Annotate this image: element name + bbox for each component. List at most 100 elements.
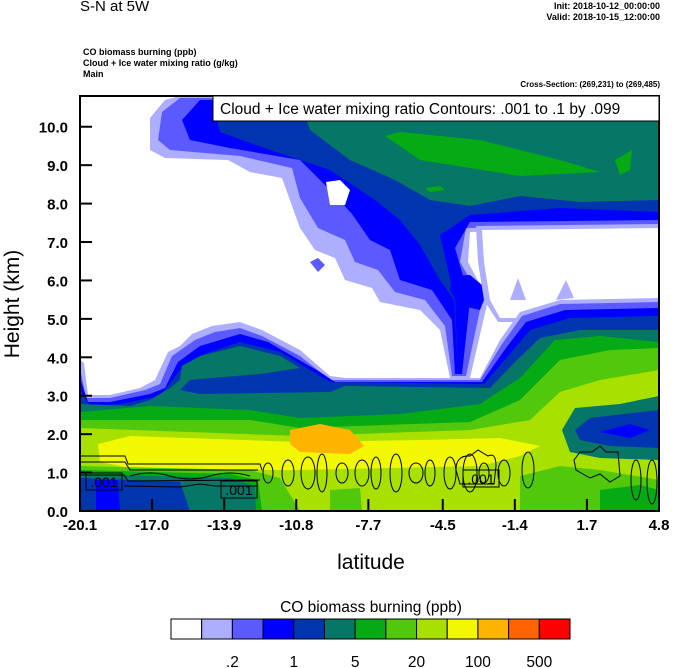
contour-fill-level-3 xyxy=(450,275,488,310)
field-label-co: CO biomass burning (ppb) xyxy=(83,47,197,57)
x-tick-label: -20.1 xyxy=(63,517,97,534)
cloud-contour-line xyxy=(80,455,263,471)
colorbar-swatch xyxy=(170,618,203,640)
colorbar-swatch xyxy=(354,618,387,640)
cloud-contour-oval xyxy=(424,459,436,487)
colorbar-label: 500 xyxy=(526,654,552,668)
contour-fill-level-9 xyxy=(98,436,540,472)
y-tick-label: 1.0 xyxy=(47,466,68,483)
y-tick-label: 5.0 xyxy=(47,312,68,329)
cloud-contour-line xyxy=(455,449,497,485)
filled-contours xyxy=(80,96,659,511)
x-tick-label: -17.0 xyxy=(135,517,169,534)
cloud-contour-oval xyxy=(630,459,642,501)
white-gap xyxy=(326,180,350,205)
x-tick-label: -13.9 xyxy=(207,517,241,534)
contour-fill-level-2 xyxy=(310,258,325,272)
colorbar-label: 1 xyxy=(289,654,298,668)
cloud-contour-line xyxy=(123,483,258,488)
cloud-contour-oval xyxy=(443,456,457,490)
cross-section-label: Cross-Section: (269,231) to (269,485) xyxy=(520,80,660,89)
cloud-contour-oval xyxy=(408,462,424,484)
colorbar-swatch xyxy=(201,618,233,640)
contour-title-box: Cloud + Ice water mixing ratio Contours:… xyxy=(212,95,660,122)
cloud-contour-oval xyxy=(389,453,403,493)
contour-label: .001 xyxy=(225,482,252,498)
y-tick-label: 8.0 xyxy=(47,197,68,214)
contour-fill-level-3 xyxy=(96,480,120,511)
field-label-main: Main xyxy=(83,69,104,79)
main-title: S-N at 5W xyxy=(80,0,150,15)
contour-label-box xyxy=(462,469,500,488)
colorbar-swatch xyxy=(231,618,264,640)
contour-fill-level-6 xyxy=(385,132,600,176)
colorbar-label: .2 xyxy=(226,654,239,668)
white-gap xyxy=(482,228,659,318)
contour-fill-level-7 xyxy=(330,488,362,511)
y-tick-label: 3.0 xyxy=(47,389,68,406)
contour-label-box xyxy=(85,472,123,491)
cloud-contour-line xyxy=(129,472,251,480)
x-tick-label: -4.5 xyxy=(430,517,456,534)
colorbar-swatch xyxy=(293,618,325,640)
axes: -20.1 -17.0 -13.9 -10.8 -7.7 -4.5 -1.4 1.7 4.8 0.… xyxy=(39,95,670,534)
contour-title: Cloud + Ice water mixing ratio Contours:… xyxy=(220,101,620,118)
y-tick-label: 10.0 xyxy=(39,120,68,137)
y-tick-label: 6.0 xyxy=(47,273,68,290)
y-tick-label: 4.0 xyxy=(47,350,68,367)
init-time: Init: 2018-10-12_00:00:00 xyxy=(553,1,660,11)
cloud-contour-oval xyxy=(478,462,490,484)
contour-fill-level-6 xyxy=(600,485,659,511)
y-tick-label: 9.0 xyxy=(47,158,68,175)
y-axis-label: Height (km) xyxy=(1,250,24,359)
colorbar-swatch xyxy=(323,618,356,640)
contour-fill-level-1 xyxy=(556,280,574,300)
x-axis-label: latitude xyxy=(337,551,405,574)
y-tick-label: 7.0 xyxy=(47,235,68,252)
contour-fill-level-6 xyxy=(615,150,632,175)
colorbar-swatch xyxy=(477,618,510,640)
valid-time: Valid: 2018-10-15_12:00:00 xyxy=(546,12,660,22)
contour-fill-level-6 xyxy=(425,186,445,192)
cloud-contour-line xyxy=(80,461,258,471)
colorbar-swatch xyxy=(538,618,571,640)
contour-label: .001 xyxy=(467,471,494,487)
contour-fill-level-1 xyxy=(510,278,526,300)
field-label-cloud: Cloud + Ice water mixing ratio (g/kg) xyxy=(83,58,238,68)
cloud-contour-oval xyxy=(370,456,382,490)
colorbar-swatch xyxy=(385,618,418,640)
cloud-contour-oval xyxy=(521,451,535,489)
colorbar-swatch xyxy=(416,618,448,640)
cloud-contour-oval xyxy=(300,456,316,490)
cloud-contour-oval xyxy=(354,459,370,487)
colorbar: .2 1 5 20 100 500 xyxy=(170,618,571,668)
colorbar-swatch xyxy=(508,618,540,640)
cloud-contour-oval xyxy=(646,459,658,505)
cloud-contour-line xyxy=(573,445,621,483)
y-tick-label: 2.0 xyxy=(47,427,68,444)
x-tick-label: 4.8 xyxy=(649,517,670,534)
y-tick-label: 0.0 xyxy=(47,504,68,521)
x-tick-label: 1.7 xyxy=(576,517,597,534)
colorbar-swatch xyxy=(262,618,295,640)
x-tick-label: -1.4 xyxy=(502,517,529,534)
contour-label-box xyxy=(220,480,258,499)
contour-fill-level-3 xyxy=(600,424,650,438)
x-tick-label: -10.8 xyxy=(279,517,313,534)
x-tick-label: -7.7 xyxy=(355,517,381,534)
cloud-contour-oval xyxy=(262,462,274,484)
colorbar-title: CO biomass burning (ppb) xyxy=(280,599,462,616)
cloud-contour-oval xyxy=(335,462,349,484)
colorbar-label: 20 xyxy=(408,654,426,668)
contour-fill-level-10 xyxy=(290,424,364,454)
cloud-contour-oval xyxy=(281,459,295,487)
colorbar-swatch xyxy=(446,618,479,640)
colorbar-label: 5 xyxy=(351,654,360,668)
cloud-contour-oval xyxy=(316,453,328,493)
cloud-contour-oval xyxy=(497,459,511,487)
contour-label: .001 xyxy=(90,474,117,490)
cloud-contour-line xyxy=(80,474,261,482)
line-contours: .001 .001 .001 xyxy=(80,445,658,505)
colorbar-label: 100 xyxy=(465,654,491,668)
